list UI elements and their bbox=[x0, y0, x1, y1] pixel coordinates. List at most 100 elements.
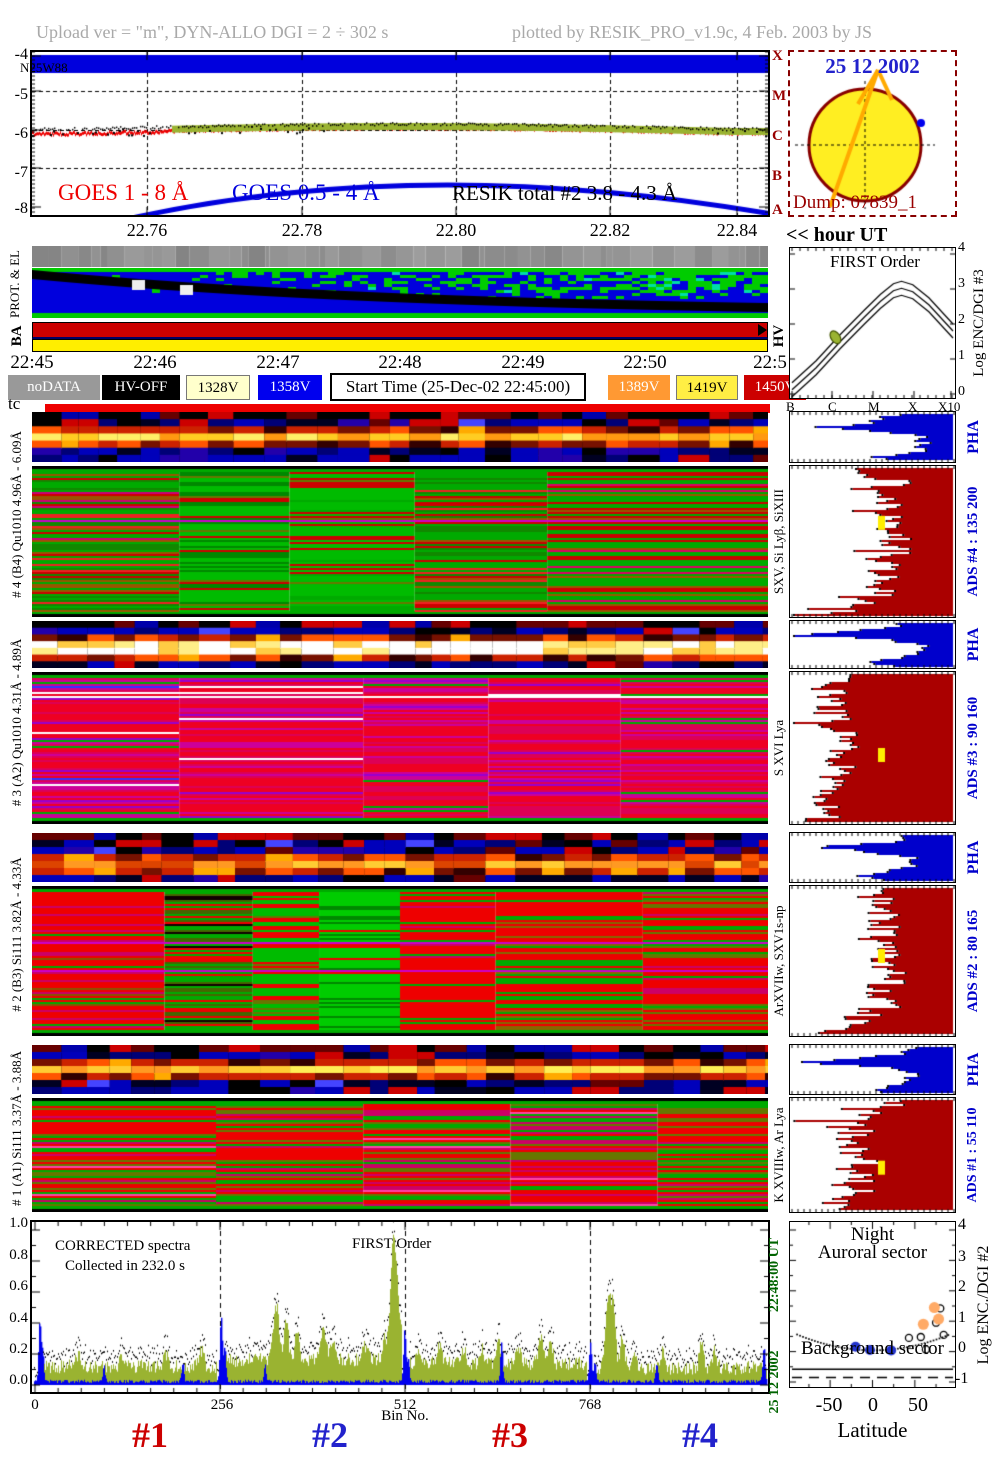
spec-ytick: 0.8 bbox=[9, 1247, 28, 1263]
pha-hist-ch3 bbox=[789, 620, 956, 669]
goes-class-letter: M bbox=[772, 88, 787, 104]
fo-ytick: 3 bbox=[958, 276, 965, 291]
pha-hist-ch1 bbox=[789, 1044, 956, 1095]
hv-label: HV bbox=[771, 324, 787, 348]
legend-hv-off: HV-OFF bbox=[102, 375, 180, 400]
proton-electron-band bbox=[32, 268, 768, 318]
prot-el-label: PROT. & EL bbox=[7, 250, 22, 319]
lat-xtick: -50 bbox=[815, 1394, 843, 1416]
auroral-sector-label: Auroral sector bbox=[817, 1242, 928, 1263]
pha4-label: PHA bbox=[965, 420, 982, 454]
pha2-label: PHA bbox=[965, 840, 982, 875]
goes-class-letter: A bbox=[772, 202, 783, 218]
ba-label: BA bbox=[9, 325, 25, 347]
latitude-label: Latitude bbox=[837, 1418, 908, 1442]
fo-xtick: M bbox=[868, 399, 880, 414]
spectrogram-ch2 bbox=[32, 886, 768, 1036]
header-plotted-by: plotted by RESIK_PRO_v1.9c, 4 Feb. 2003 … bbox=[512, 22, 873, 42]
fo-xtick: B bbox=[786, 399, 795, 414]
channel3-label: # 3 (A2) Qu1010 4.31Å - 4.89Å bbox=[9, 638, 24, 807]
ads1-lines-label: K XVIIIw, Ar Lya bbox=[771, 1107, 786, 1203]
spec-xtick: 256 bbox=[210, 1397, 234, 1413]
legend-1358v: 1358V bbox=[258, 375, 322, 400]
first-order-title: FIRST Order bbox=[830, 252, 920, 271]
fo-ytick: 4 bbox=[958, 240, 965, 255]
spec-ytick: 1.0 bbox=[9, 1215, 28, 1231]
legend-1389v: 1389V bbox=[608, 375, 670, 400]
fo-ylabel: Log ENC/DGI #3 bbox=[971, 269, 987, 377]
sun-date-label: 25 12 2002 bbox=[825, 54, 920, 78]
goes-short-label: GOES 0.5 - 4 Å bbox=[232, 180, 380, 205]
spectrogram-ch4 bbox=[32, 466, 768, 617]
fo-xtick: X bbox=[908, 399, 918, 414]
goes-xtick: 22.84 bbox=[716, 220, 758, 240]
goes-ytick: -5 bbox=[14, 86, 28, 103]
time-tick: 22:49 bbox=[501, 352, 545, 373]
time-tick: 22:50 bbox=[623, 352, 667, 373]
legend-nodata: noDATA bbox=[8, 375, 100, 400]
time-tick: 22:47 bbox=[256, 352, 300, 373]
spectra-ut-label: 22:48:00 UT bbox=[767, 1237, 782, 1313]
ba-red-bar bbox=[32, 322, 768, 339]
channel1-label: # 1 (A1) Si111 3.37Å - 3.88Å bbox=[9, 1050, 24, 1207]
ads-hist-ch3 bbox=[789, 671, 956, 825]
spec-ytick: 0.4 bbox=[9, 1310, 28, 1326]
pha-spectrogram-ch2 bbox=[32, 833, 768, 882]
hour-ut-label: << hour UT bbox=[786, 224, 888, 246]
lat-ytick: -1 bbox=[955, 1370, 969, 1387]
bin-no-label: Bin No. bbox=[381, 1408, 429, 1424]
ads3-lines-label: S XVI Lya bbox=[771, 719, 786, 777]
fo-xtick: C bbox=[828, 399, 837, 414]
fo-ytick: 1 bbox=[958, 348, 965, 363]
goes-ytick: -6 bbox=[14, 125, 28, 142]
spec-xtick: 512 bbox=[393, 1397, 417, 1413]
goes-ytick: -7 bbox=[14, 164, 28, 181]
time-tick: 22:48 bbox=[378, 352, 422, 373]
goes-ytick: -8 bbox=[14, 200, 28, 217]
fo-xtick: X10 bbox=[938, 399, 961, 414]
spectra-date-label: 25 12 2002 bbox=[767, 1350, 782, 1414]
ads1-label: ADS #1 : 55 110 bbox=[965, 1107, 980, 1203]
channel4-label: # 4 (B4) Qu1010 4.96Å - 6.09Å bbox=[9, 431, 24, 598]
dump-text: Dump: 07839_1 bbox=[793, 192, 918, 213]
goes-xtick: 22.76 bbox=[126, 220, 168, 240]
time-tick: 22:46 bbox=[133, 352, 177, 373]
ads4-lines-label: SXV, Si Lyβ, SiXIII bbox=[771, 489, 786, 594]
ads-hist-ch2 bbox=[789, 885, 956, 1037]
section4-label: #4 bbox=[682, 1415, 718, 1455]
pha-spectrogram-ch1 bbox=[32, 1045, 768, 1094]
latitude-scatter-plot bbox=[790, 1222, 955, 1387]
lat-ytick: 4 bbox=[958, 1216, 966, 1233]
lat-ylabel: Log ENC./DGI #2 bbox=[975, 1245, 992, 1365]
resik-total-label: RESIK total #2 3.8 - 4.3 Å bbox=[452, 181, 678, 205]
spec-ytick: 0.0 bbox=[9, 1372, 28, 1388]
tc-red-bar bbox=[45, 404, 770, 413]
spec-xtick: 768 bbox=[578, 1397, 602, 1413]
section1-label: #1 bbox=[132, 1415, 168, 1455]
channel2-label: # 2 (B3) Si111 3.82Å - 4.33Å bbox=[9, 857, 24, 1012]
section3-label: #3 bbox=[492, 1415, 528, 1455]
dump-label: Dump: 07839_1 bbox=[793, 192, 917, 214]
ads2-label: ADS #2 : 80 165 bbox=[965, 909, 981, 1013]
lat-ytick: 1 bbox=[958, 1309, 966, 1326]
goes-class-letter: C bbox=[772, 128, 783, 144]
corrected-spectra-label: CORRECTED spectra bbox=[55, 1238, 191, 1254]
goes-ytick: -4 bbox=[14, 46, 28, 63]
pha-hist-ch2 bbox=[789, 832, 956, 883]
ads3-label: ADS #3 : 90 160 bbox=[965, 696, 981, 800]
collected-in-label: Collected in 232.0 s bbox=[65, 1258, 185, 1274]
goes-flux-plot bbox=[32, 52, 768, 215]
goes-xtick: 22.82 bbox=[589, 220, 631, 240]
telemetry-gray-band bbox=[32, 246, 768, 267]
spec-ytick: 0.2 bbox=[9, 1341, 28, 1357]
goes-long-label: GOES 1 - 8 Å bbox=[58, 180, 189, 205]
spec-ytick: 0.6 bbox=[9, 1278, 28, 1294]
corrected-spectra-plot bbox=[32, 1222, 768, 1392]
background-sector-label: Background sector bbox=[801, 1338, 944, 1359]
time-tick: 22:45 bbox=[10, 352, 54, 373]
header-upload-info: Upload ver = "m", DYN-ALLO DGI = 2 ÷ 302… bbox=[36, 22, 389, 42]
hv-arrow-icon bbox=[758, 324, 767, 336]
goes-class-letter: X bbox=[772, 48, 783, 64]
goes-xtick: 22.80 bbox=[435, 220, 477, 240]
